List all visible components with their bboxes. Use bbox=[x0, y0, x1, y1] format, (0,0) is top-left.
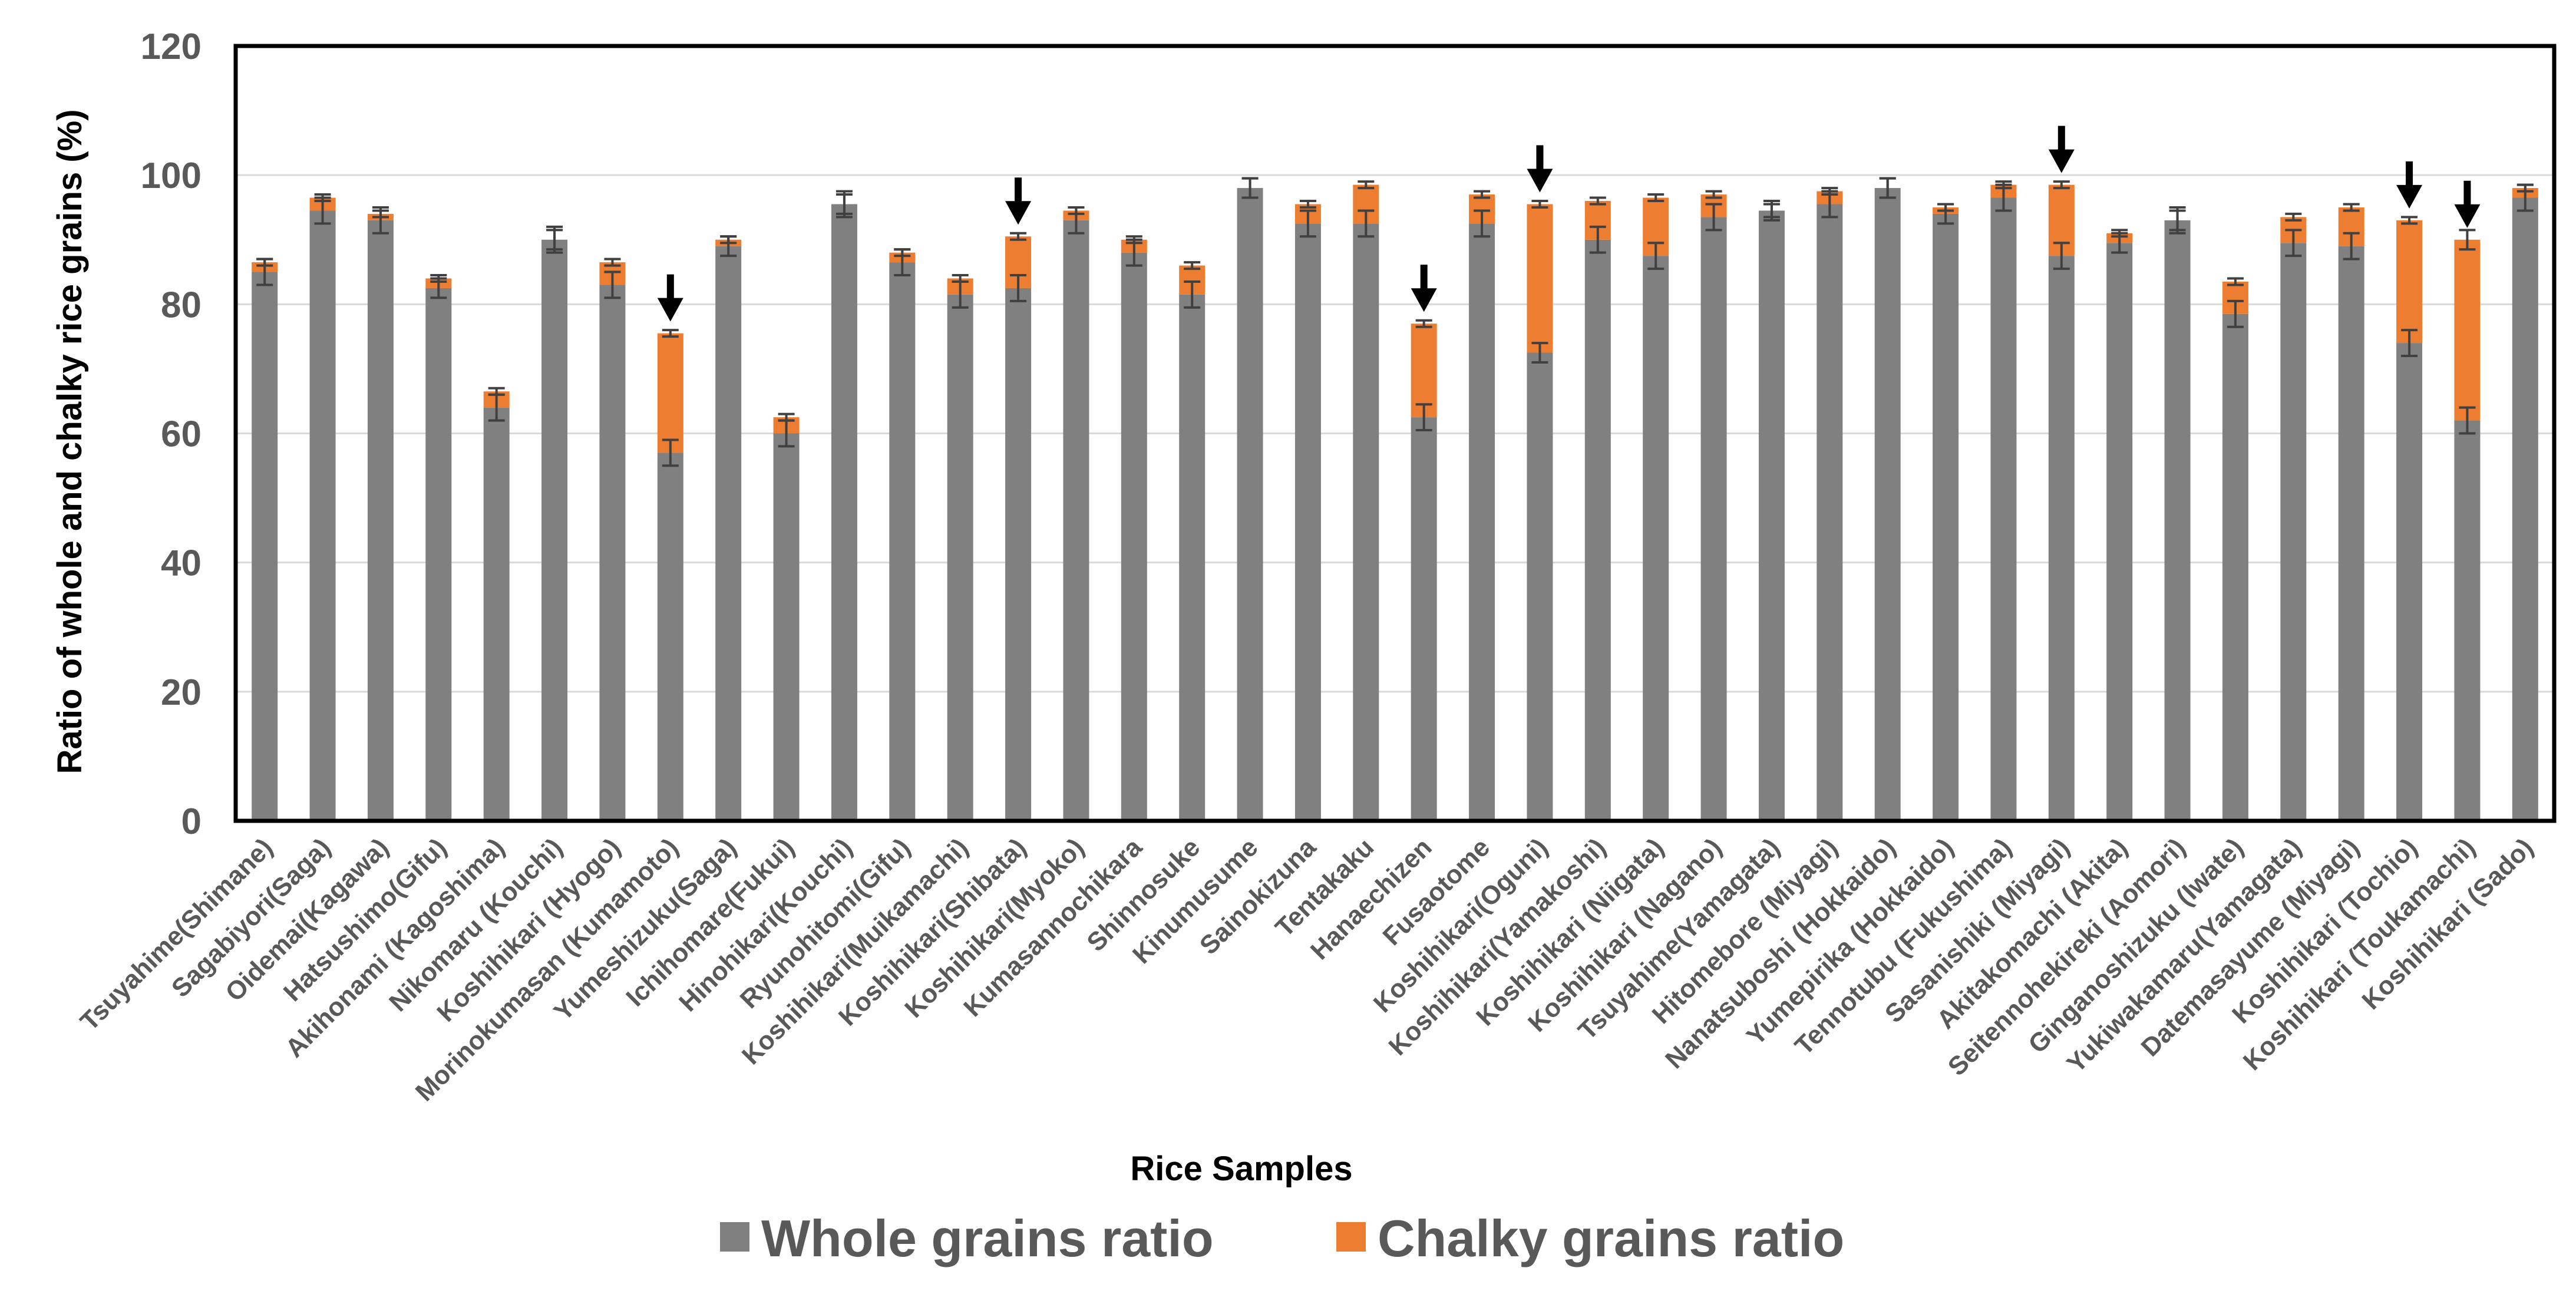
plot-area-frame bbox=[233, 44, 2557, 823]
bar-whole bbox=[1758, 210, 1785, 821]
bar-whole bbox=[2280, 243, 2307, 821]
arrow-shaft bbox=[666, 274, 674, 301]
y-tick-label: 100 bbox=[141, 156, 202, 196]
arrows-layer bbox=[657, 126, 2481, 322]
bar-whole bbox=[425, 288, 452, 821]
arrow-shaft bbox=[1536, 145, 1544, 171]
arrow-head bbox=[2396, 184, 2423, 209]
arrow-head bbox=[2454, 204, 2481, 228]
y-axis-title: Ratio of whole and chalky rice grains (%… bbox=[51, 109, 89, 774]
bar-whole bbox=[1005, 288, 1032, 821]
bar-chalky bbox=[2454, 239, 2481, 421]
bar-whole bbox=[1990, 197, 2017, 821]
legend-label-chalky: Chalky grains ratio bbox=[1378, 1209, 1844, 1267]
bar-whole bbox=[541, 239, 568, 821]
bar-whole bbox=[657, 453, 683, 821]
bar-whole bbox=[1121, 252, 1147, 821]
bar-chalky bbox=[657, 333, 683, 453]
bar-whole bbox=[252, 272, 278, 821]
bar-whole bbox=[1817, 204, 1843, 821]
bar-whole bbox=[1353, 223, 1379, 821]
bar-chalky bbox=[1411, 324, 1437, 418]
bar-whole bbox=[2454, 420, 2481, 821]
y-tick-label: 80 bbox=[161, 285, 202, 325]
bar-whole bbox=[1469, 223, 1495, 821]
legend-swatch-chalky bbox=[1336, 1222, 1366, 1252]
legend-swatch-whole bbox=[720, 1222, 749, 1252]
bar-whole bbox=[2048, 256, 2075, 821]
bar-whole bbox=[2396, 343, 2423, 821]
bar-whole bbox=[947, 294, 973, 821]
bar-whole bbox=[1874, 188, 1901, 821]
arrow-head bbox=[1005, 201, 1032, 225]
bar-whole bbox=[1584, 239, 1611, 821]
arrow-head bbox=[2048, 149, 2075, 173]
bar-whole bbox=[889, 262, 916, 821]
bar-whole bbox=[2222, 313, 2248, 821]
y-axis-ticks: 0 20 40 60 80 100 120 bbox=[141, 27, 202, 842]
bar-whole bbox=[599, 285, 626, 821]
bar-whole bbox=[1643, 256, 1669, 821]
bar-whole bbox=[1933, 213, 1959, 821]
bar-whole bbox=[2512, 197, 2538, 821]
bar-whole bbox=[367, 220, 394, 821]
bar-whole bbox=[715, 246, 742, 821]
bar-whole bbox=[1179, 294, 1206, 821]
x-axis-title: Rice Samples bbox=[1130, 1150, 1352, 1188]
y-tick-label: 40 bbox=[161, 543, 202, 584]
bar-whole bbox=[2164, 220, 2191, 821]
y-tick-label: 60 bbox=[161, 414, 202, 455]
bar-whole bbox=[309, 210, 336, 821]
arrow-shaft bbox=[2058, 126, 2065, 152]
bar-chalky bbox=[2396, 220, 2423, 344]
bar-chalky bbox=[1527, 204, 1553, 353]
bar-whole bbox=[1063, 220, 1089, 821]
bar-whole bbox=[1527, 352, 1553, 821]
legend: Whole grains ratio Chalky grains ratio bbox=[720, 1209, 1844, 1267]
arrow-shaft bbox=[2463, 180, 2471, 207]
arrow-head bbox=[657, 298, 683, 322]
bar-whole bbox=[773, 433, 800, 821]
error-bars-layer bbox=[256, 177, 2534, 467]
legend-label-whole: Whole grains ratio bbox=[761, 1209, 1214, 1267]
arrow-shaft bbox=[1420, 265, 1428, 291]
arrow-shaft bbox=[2406, 161, 2413, 187]
bar-whole bbox=[2338, 246, 2364, 821]
bar-whole bbox=[1700, 217, 1727, 821]
y-tick-label: 0 bbox=[181, 801, 202, 842]
bar-whole bbox=[831, 204, 857, 821]
bar-whole bbox=[1411, 417, 1437, 821]
arrow-shaft bbox=[1015, 177, 1022, 204]
bar-whole bbox=[483, 407, 510, 821]
bars-layer bbox=[252, 184, 2538, 821]
y-tick-label: 20 bbox=[161, 672, 202, 713]
arrow-head bbox=[1527, 169, 1553, 193]
y-tick-label: 120 bbox=[141, 27, 202, 67]
bar-whole bbox=[2106, 243, 2133, 821]
arrow-head bbox=[1411, 288, 1437, 312]
bar-whole bbox=[1237, 188, 1263, 821]
bar-whole bbox=[1294, 223, 1321, 821]
